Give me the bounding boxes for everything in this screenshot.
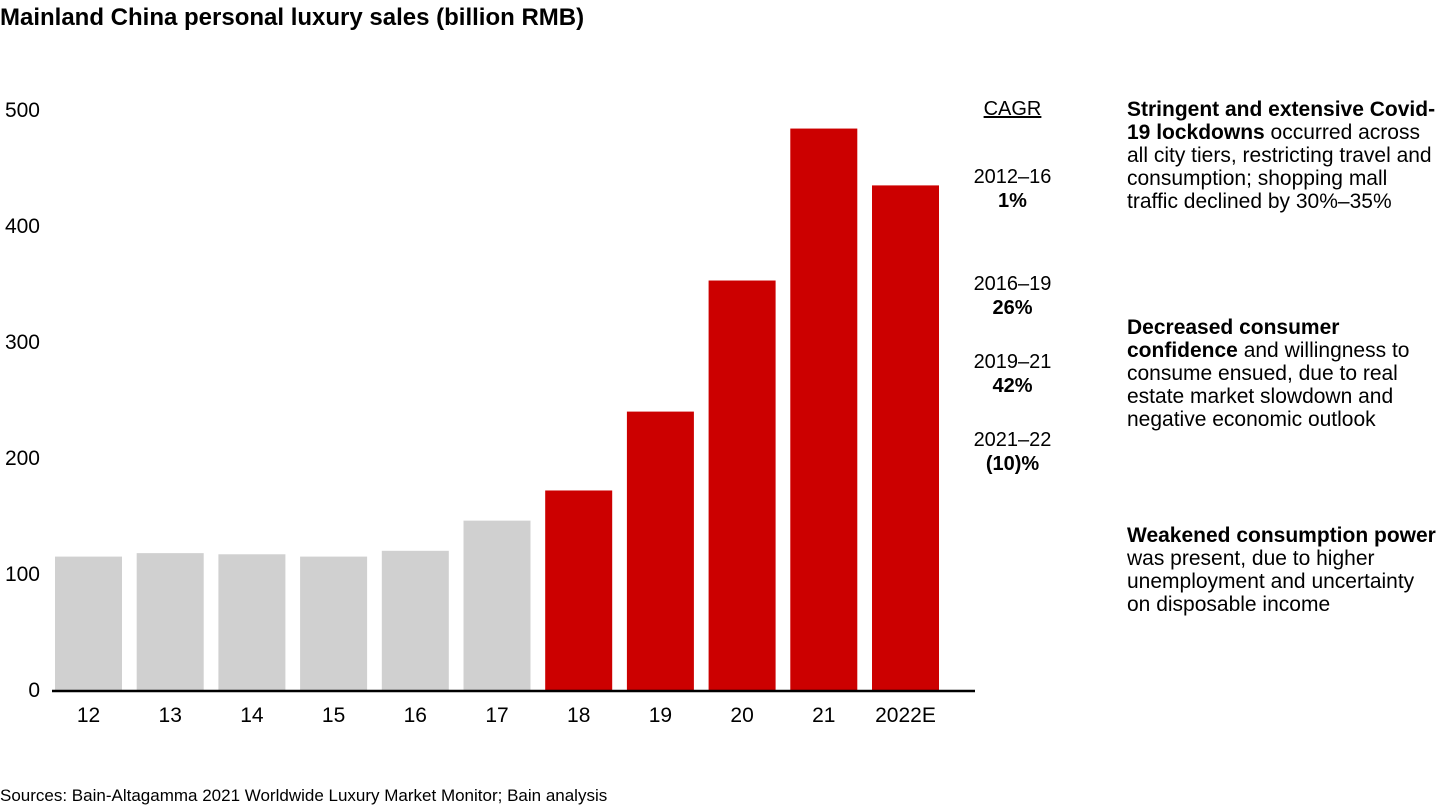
y-tick-label: 0: [28, 679, 40, 702]
y-tick-label: 300: [5, 331, 40, 354]
note-text: and willingness to consume ensued, due t…: [1127, 339, 1410, 431]
note-text: was present, due to higher unemployment …: [1127, 547, 1415, 616]
bar: [381, 550, 449, 690]
cagr-value: 42%: [992, 375, 1033, 397]
x-tick-label: 17: [485, 704, 508, 727]
bar: [626, 411, 694, 690]
bar: [790, 128, 858, 690]
cagr-period: 2016–19: [973, 273, 1052, 295]
y-tick-label: 200: [5, 447, 40, 470]
cagr-value: (10)%: [985, 453, 1040, 475]
cagr-value: 1%: [998, 190, 1027, 212]
note-bold: Stringent and extensive Covid-19 lockdow…: [1127, 98, 1436, 144]
y-tick-label: 400: [5, 215, 40, 238]
cagr-item: 2016–19 26%: [960, 272, 1065, 320]
x-tick-label: 14: [240, 704, 264, 727]
bar: [55, 556, 122, 690]
x-tick-label: 16: [404, 704, 427, 727]
cagr-period: 2019–21: [973, 351, 1052, 373]
bar: [545, 490, 613, 690]
x-tick-label: 20: [730, 704, 753, 727]
bar: [463, 520, 531, 690]
note-confidence: Decreased consumer confidence and willin…: [1127, 316, 1440, 431]
x-tick-label: 21: [812, 704, 835, 727]
source-note: Sources: Bain-Altagamma 2021 Worldwide L…: [0, 786, 608, 805]
bar: [218, 554, 286, 690]
y-tick-label: 100: [5, 563, 40, 586]
bar: [872, 185, 939, 690]
cagr-item: 2021–22 (10)%: [960, 428, 1065, 476]
note-bold: Decreased consumer confidence: [1127, 316, 1340, 362]
x-tick-label: 2022E: [875, 704, 936, 727]
note-consumption: Weakened consumption power was present, …: [1127, 524, 1440, 616]
cagr-period: 2012–16: [973, 166, 1052, 188]
x-tick-label: 19: [649, 704, 672, 727]
note-text: occurred across all city tiers, restrict…: [1127, 121, 1432, 213]
chart-title: Mainland China personal luxury sales (bi…: [0, 4, 585, 31]
cagr-item: 2019–21 42%: [960, 350, 1065, 398]
y-tick-label: 500: [5, 99, 40, 122]
note-lockdowns: Stringent and extensive Covid-19 lockdow…: [1127, 98, 1440, 213]
bar: [708, 280, 776, 690]
bar-chart: 0 100 200 300 400 500 12 13 14 15 16 17 18 19 20 21 2022…: [5, 99, 975, 727]
cagr-period: 2021–22: [973, 429, 1052, 451]
x-tick-label: 12: [77, 704, 100, 727]
x-tick-label: 13: [159, 704, 182, 727]
bar: [300, 556, 368, 690]
cagr-heading: CAGR: [983, 98, 1042, 120]
x-tick-label: 18: [567, 704, 590, 727]
cagr-value: 26%: [992, 297, 1033, 319]
x-tick-label: 15: [322, 704, 345, 727]
cagr-item: 2012–16 1%: [960, 165, 1065, 213]
note-bold: Weakened consumption power: [1127, 524, 1436, 547]
bar: [136, 553, 204, 690]
